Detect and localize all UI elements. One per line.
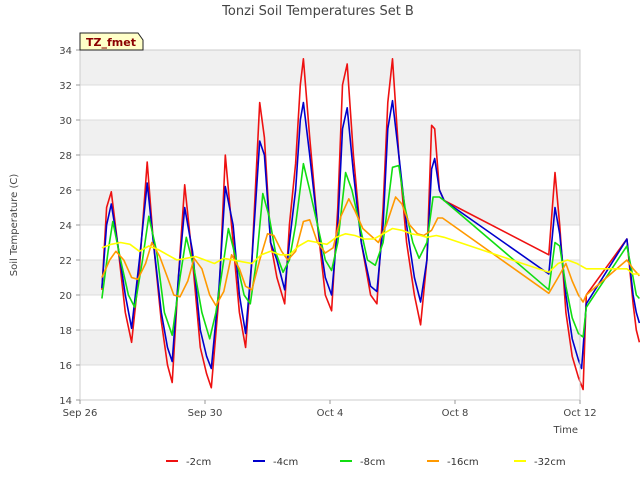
series-line-2cm <box>101 58 640 391</box>
y-tick-label: 16 <box>59 361 72 372</box>
y-axis-label: Soil Temperature (C) <box>9 174 20 277</box>
series-line-32cm <box>101 227 640 275</box>
legend-label: -8cm <box>360 457 385 468</box>
y-tick-label: 30 <box>59 116 72 127</box>
y-tick-label: 18 <box>59 326 72 337</box>
y-tick-label: 22 <box>59 256 72 267</box>
legend: -2cm -4cm -8cm -16cm -32cm <box>166 457 566 468</box>
x-tick-label: Oct 12 <box>563 408 596 419</box>
x-tick-label: Oct 4 <box>317 408 344 419</box>
grid-band <box>80 190 580 225</box>
y-tick-label: 28 <box>59 151 72 162</box>
legend-label: -2cm <box>186 457 211 468</box>
series-line-4cm <box>101 99 640 370</box>
x-tick-label: Sep 30 <box>188 408 223 419</box>
x-tick-labels: Sep 26 Sep 30 Oct 4 Oct 8 Oct 12 <box>63 400 597 419</box>
y-tick-label: 32 <box>59 81 72 92</box>
series-line-8cm <box>101 162 640 340</box>
x-tick-label: Sep 26 <box>63 408 98 419</box>
legend-item-2cm: -2cm <box>166 457 211 468</box>
site-tag-label: TZ_fmet <box>86 36 136 49</box>
legend-label: -16cm <box>447 457 479 468</box>
chart-title: Tonzi Soil Temperatures Set B <box>221 4 414 19</box>
legend-item-16cm: -16cm <box>427 457 479 468</box>
series-line-16cm <box>101 196 640 307</box>
legend-item-4cm: -4cm <box>253 457 298 468</box>
y-tick-label: 14 <box>59 396 72 407</box>
grid-band <box>80 120 580 155</box>
x-axis-label: Time <box>553 425 578 436</box>
series-lines <box>101 58 640 391</box>
y-tick-label: 26 <box>59 186 72 197</box>
y-tick-label: 34 <box>59 46 72 57</box>
legend-label: -32cm <box>534 457 566 468</box>
legend-item-8cm: -8cm <box>340 457 385 468</box>
y-tick-label: 20 <box>59 291 72 302</box>
y-tick-label: 24 <box>59 221 72 232</box>
y-tick-labels: 14 16 18 20 22 24 26 28 30 32 34 <box>59 46 80 407</box>
grid-band <box>80 50 580 85</box>
legend-item-32cm: -32cm <box>514 457 566 468</box>
site-tag: TZ_fmet <box>79 32 144 51</box>
x-tick-label: Oct 8 <box>442 408 469 419</box>
legend-label: -4cm <box>273 457 298 468</box>
grid-band <box>80 330 580 365</box>
site-tag-box <box>79 32 144 51</box>
